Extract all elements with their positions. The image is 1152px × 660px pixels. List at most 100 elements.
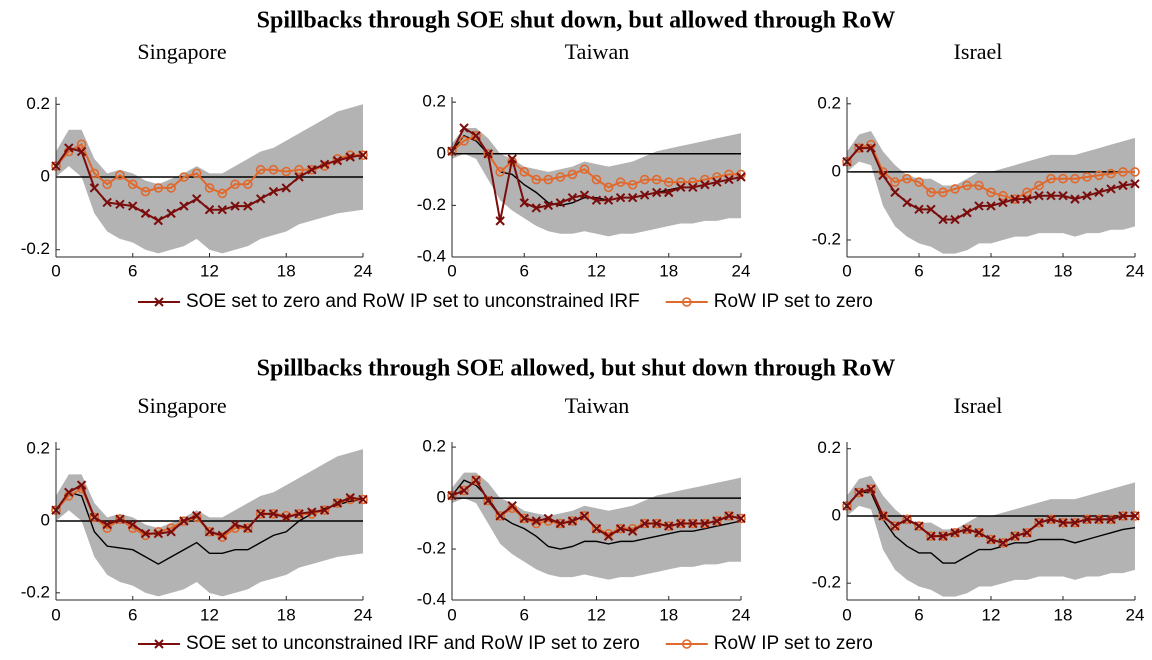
marker: [507, 501, 517, 511]
marker: [483, 149, 493, 159]
marker: [140, 186, 151, 197]
marker: [1010, 531, 1020, 541]
marker: [567, 169, 578, 180]
marker: [591, 174, 602, 185]
marker: [639, 518, 650, 529]
marker: [1130, 511, 1140, 521]
legend-label: SOE set to unconstrained IRF and RoW IP …: [186, 633, 640, 654]
marker: [294, 509, 304, 519]
marker: [615, 177, 626, 187]
marker: [555, 518, 566, 529]
marker: [217, 205, 227, 215]
marker: [591, 523, 602, 534]
marker: [974, 180, 984, 191]
marker: [102, 197, 112, 208]
marker: [255, 194, 266, 204]
marker: [854, 487, 864, 498]
marker: [243, 201, 253, 211]
marker: [332, 498, 343, 508]
marker: [1058, 173, 1068, 184]
marker: [724, 174, 734, 185]
x-tick-label: 12: [200, 605, 219, 624]
marker: [1118, 511, 1128, 521]
marker: [1046, 514, 1056, 525]
y-tick-label: -0.2: [812, 573, 841, 592]
y-tick-label: 0.2: [422, 92, 446, 111]
marker: [591, 195, 602, 205]
marker: [495, 167, 505, 177]
marker: [567, 192, 578, 203]
marker: [531, 518, 542, 529]
marker: [866, 484, 876, 494]
marker: [1118, 180, 1128, 191]
marker: [495, 216, 505, 226]
marker: [64, 487, 74, 497]
baseline-line: [846, 491, 1136, 564]
marker: [962, 524, 972, 535]
marker: [179, 201, 189, 211]
x-tick-label: 18: [1054, 261, 1073, 280]
marker: [89, 183, 100, 193]
y-tick-label: -0.2: [21, 239, 50, 258]
marker: [179, 516, 189, 526]
y-tick-label: 0.2: [26, 94, 50, 113]
marker: [230, 519, 240, 530]
marker: [1046, 514, 1056, 525]
marker: [950, 527, 960, 538]
x-tick-label: 12: [982, 605, 1001, 624]
marker: [736, 513, 746, 524]
marker: [1106, 184, 1116, 194]
marker: [603, 531, 614, 541]
marker: [986, 201, 996, 211]
marker: [603, 182, 614, 193]
marker: [567, 516, 578, 526]
legend-marker: [154, 639, 164, 649]
marker: [543, 200, 554, 211]
marker: [986, 187, 996, 198]
marker: [1034, 517, 1044, 528]
x-tick-label: 0: [447, 261, 456, 280]
marker: [591, 523, 602, 534]
marker: [204, 205, 215, 215]
marker: [700, 180, 710, 190]
x-tick-label: 24: [732, 605, 751, 624]
subplot-title: Singapore: [137, 393, 226, 418]
y-tick-label: -0.4: [417, 246, 446, 265]
y-tick-label: -0.4: [417, 589, 446, 608]
marker: [902, 173, 912, 184]
x-tick-label: 18: [1054, 605, 1073, 624]
marker: [519, 513, 529, 524]
subplot-title: Taiwan: [565, 393, 629, 418]
marker: [926, 187, 936, 198]
marker: [627, 192, 638, 203]
marker: [627, 179, 638, 190]
y-tick-label: 0: [41, 166, 50, 185]
marker: [926, 531, 936, 541]
marker: [102, 519, 112, 530]
marker: [204, 527, 215, 537]
marker: [1094, 187, 1104, 198]
marker: [268, 186, 279, 197]
marker: [204, 183, 215, 193]
marker: [345, 492, 355, 503]
marker: [998, 538, 1008, 548]
marker: [115, 514, 125, 524]
legend-marker: [154, 297, 164, 307]
marker: [950, 184, 960, 194]
marker: [217, 188, 228, 199]
marker: [140, 208, 151, 219]
marker: [1034, 191, 1044, 201]
legend-marker: [681, 297, 692, 307]
marker: [579, 511, 590, 521]
legend-label: RoW IP set to zero: [714, 291, 873, 312]
marker: [358, 494, 368, 505]
marker: [153, 528, 164, 539]
marker: [866, 484, 876, 494]
marker: [1010, 194, 1020, 204]
marker: [89, 512, 100, 523]
marker: [281, 512, 291, 523]
marker: [986, 534, 996, 545]
marker: [1070, 173, 1080, 184]
marker: [281, 166, 292, 177]
marker: [1022, 528, 1032, 538]
